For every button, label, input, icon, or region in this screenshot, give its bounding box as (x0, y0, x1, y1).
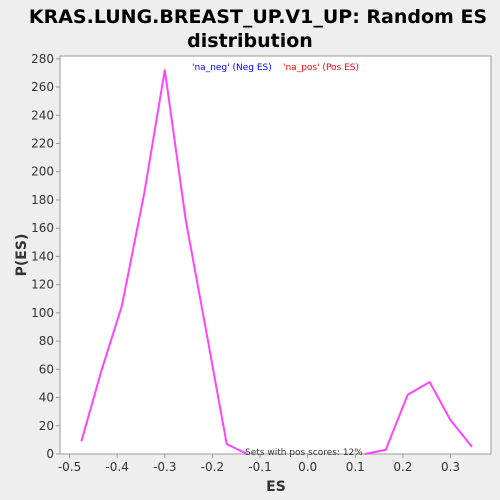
y-tick-label: 180 (31, 193, 54, 207)
y-tick-label: 100 (31, 306, 54, 320)
y-tick-label: 160 (31, 221, 54, 235)
y-tick-label: 140 (31, 249, 54, 263)
x-tick-label: 0.2 (393, 460, 412, 474)
y-tick-label: 60 (39, 362, 54, 376)
x-tick-label: -0.4 (105, 460, 128, 474)
series-line-2 (364, 381, 473, 455)
x-axis-title: ES (266, 479, 286, 495)
x-tick-label: 0.3 (441, 460, 460, 474)
y-tick-label: 40 (39, 391, 54, 405)
y-tick-label: 0 (46, 447, 54, 461)
series-layer (80, 69, 473, 455)
plot-area (59, 55, 492, 455)
series-line-1 (80, 69, 248, 455)
legend: 'na_neg' (Neg ES) 'na_pos' (Pos ES) (192, 63, 359, 73)
y-tick-label: 280 (31, 52, 54, 66)
x-tick-label: 0.1 (346, 460, 365, 474)
chart-title-line1: KRAS.LUNG.BREAST_UP.V1_UP: Random ES (29, 6, 487, 28)
y-tick-label: 240 (31, 108, 54, 122)
chart-title-line2: distribution (187, 30, 313, 52)
legend-entry-pos: 'na_pos' (Pos ES) (283, 63, 359, 73)
y-axis-title: P(ES) (14, 234, 30, 277)
x-tick-label: -0.3 (153, 460, 176, 474)
y-tick-label: 80 (39, 334, 54, 348)
pos-scores-annotation: Sets with pos scores: 12% (245, 448, 363, 458)
y-tick-label: 220 (31, 137, 54, 151)
x-axis: -0.5 -0.4 -0.3 -0.2 -0.1 0.0 0.1 0.2 0.3 (58, 454, 460, 474)
legend-entry-neg: 'na_neg' (Neg ES) (192, 63, 272, 73)
y-tick-label: 120 (31, 278, 54, 292)
x-tick-label: -0.5 (58, 460, 81, 474)
y-tick-label: 200 (31, 165, 54, 179)
y-tick-label: 20 (39, 419, 54, 433)
x-tick-label: -0.2 (201, 460, 224, 474)
x-tick-label: -0.1 (248, 460, 271, 474)
y-tick-label: 260 (31, 80, 54, 94)
y-axis: 0 20 40 60 80 100 120 140 160 180 200 220 240 260 280 (31, 52, 60, 461)
x-tick-label: 0.0 (298, 460, 317, 474)
